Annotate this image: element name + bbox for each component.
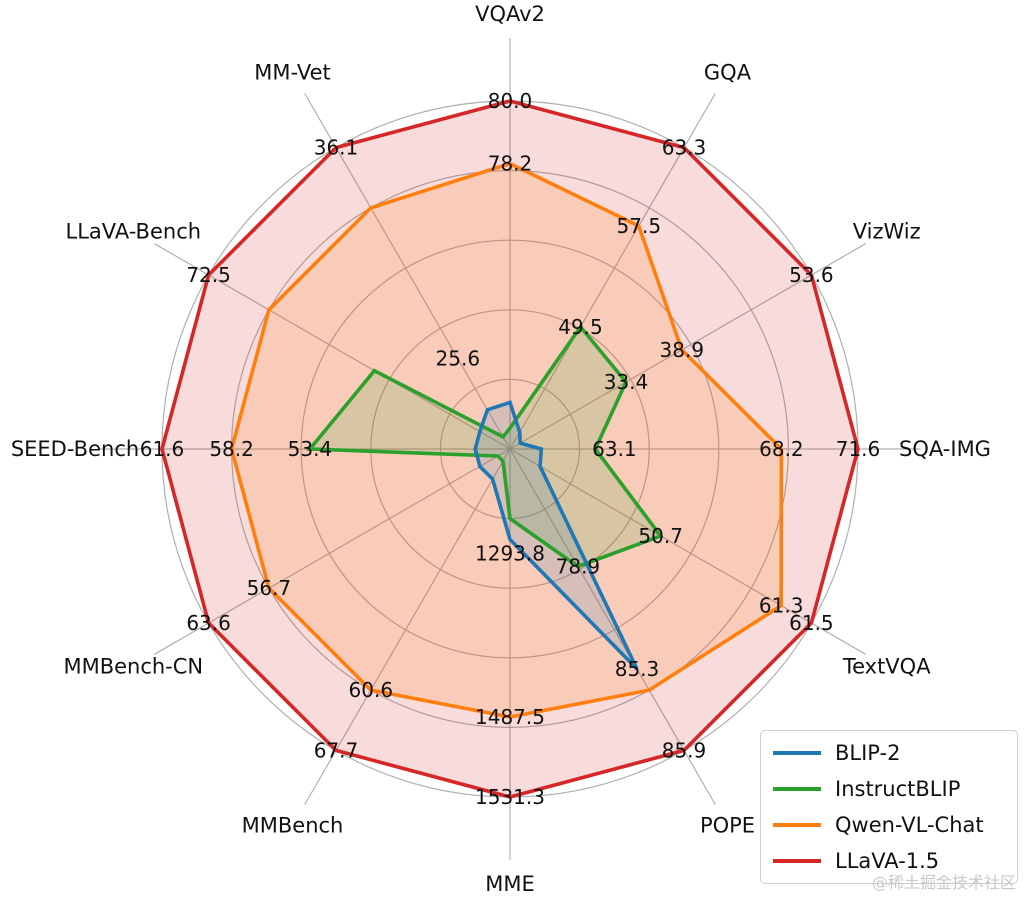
spoke-pope <box>509 448 716 805</box>
data-label-vizwiz-qwen-vl-chat: 38.9 <box>660 338 705 362</box>
data-label-pope-instructblip: 78.9 <box>556 555 601 579</box>
spoke-mm-vet <box>304 93 511 450</box>
data-label-vqav2-qwen-vl-chat: 78.2 <box>488 152 533 176</box>
data-label-textvqa-llava-1-5: 61.5 <box>789 611 834 635</box>
spoke-mmbench-cn <box>154 448 511 655</box>
data-label-textvqa-qwen-vl-chat: 61.3 <box>759 594 804 618</box>
data-label-seed-bench-llava-1-5: 61.6 <box>140 437 185 461</box>
data-label-llava-bench-llava-1-5: 72.5 <box>186 263 231 287</box>
axis-label-mm-vet: MM-Vet <box>254 60 330 84</box>
legend-item-llava-1-5: LLaVA-1.5 <box>767 843 1011 879</box>
axis-label-seed-bench: SEED-Bench <box>11 437 139 461</box>
data-label-seed-bench-instructblip: 53.4 <box>288 437 333 461</box>
data-label-gqa-llava-1-5: 63.3 <box>662 136 707 160</box>
data-label-vizwiz-instructblip: 33.4 <box>604 370 649 394</box>
axis-label-mmbench-cn: MMBench-CN <box>63 655 203 679</box>
data-label-vizwiz-llava-1-5: 53.6 <box>789 263 834 287</box>
data-label-sqa-img-llava-1-5: 71.6 <box>836 437 881 461</box>
legend-swatch-blip2 <box>773 751 821 755</box>
spoke-llava-bench <box>154 243 511 450</box>
series-fill-blip-2 <box>475 402 637 669</box>
series-line-blip-2 <box>473 400 639 671</box>
data-label-mm-vet-instructblip: 25.6 <box>436 347 481 371</box>
spoke-textvqa <box>509 448 866 655</box>
data-label-mm-vet-llava-1-5: 36.1 <box>314 136 359 160</box>
spoke-gqa <box>509 93 716 450</box>
series-line-llava-1-5 <box>160 99 860 799</box>
data-label-sqa-img-instructblip: 63.1 <box>592 437 637 461</box>
series-fill-qwen-vl-chat <box>231 163 782 718</box>
axis-label-llava-bench: LLaVA-Bench <box>66 220 202 244</box>
data-label-mmbench-cn-llava-1-5: 63.6 <box>186 611 231 635</box>
data-label-pope-blip-2: 85.3 <box>615 657 660 681</box>
axis-label-mme: MME <box>485 872 535 896</box>
data-label-sqa-img-qwen-vl-chat: 68.2 <box>759 437 804 461</box>
spoke-mmbench <box>304 448 511 805</box>
axis-label-gqa: GQA <box>704 60 752 84</box>
data-label-seed-bench-qwen-vl-chat: 58.2 <box>209 437 254 461</box>
axis-label-pope: POPE <box>700 814 755 838</box>
axis-label-mmbench: MMBench <box>242 814 344 838</box>
axis-label-vizwiz: VizWiz <box>853 220 921 244</box>
data-label-mme-llava-1-5: 1531.3 <box>475 785 545 809</box>
legend-label-instructblip: InstructBLIP <box>835 777 961 801</box>
spoke-vizwiz <box>509 243 866 450</box>
legend-swatch-qwen-vl-chat <box>773 823 821 827</box>
series-fill-llava-1-5 <box>162 101 858 797</box>
data-label-gqa-qwen-vl-chat: 57.5 <box>617 214 662 238</box>
series-fill-instructblip <box>309 326 661 567</box>
data-label-mme-blip-2: 1293.8 <box>475 541 545 565</box>
data-label-gqa-instructblip: 49.5 <box>558 315 603 339</box>
data-label-vqav2-llava-1-5: 80.0 <box>488 89 533 113</box>
series-line-instructblip <box>306 323 664 569</box>
axis-label-sqa-img: SQA-IMG <box>899 437 991 461</box>
watermark: @稀土掘金技术社区 <box>871 873 1016 892</box>
legend-item-blip2: BLIP-2 <box>767 735 1011 771</box>
data-label-mmbench-qwen-vl-chat: 60.6 <box>349 678 394 702</box>
legend-swatch-llava-1-5 <box>773 859 821 863</box>
legend-label-llava-1-5: LLaVA-1.5 <box>835 849 940 873</box>
series-line-qwen-vl-chat <box>229 161 784 719</box>
legend-label-blip2: BLIP-2 <box>835 741 901 765</box>
data-label-mmbench-cn-qwen-vl-chat: 56.7 <box>247 576 292 600</box>
legend-swatch-instructblip <box>773 787 821 791</box>
data-label-mme-qwen-vl-chat: 1487.5 <box>475 705 545 729</box>
legend-label-qwen-vl-chat: Qwen-VL-Chat <box>835 813 984 837</box>
axis-label-textvqa: TextVQA <box>842 655 931 679</box>
legend: BLIP-2 InstructBLIP Qwen-VL-Chat LLaVA-1… <box>760 730 1018 884</box>
data-label-textvqa-instructblip: 50.7 <box>638 524 683 548</box>
data-label-mmbench-llava-1-5: 67.7 <box>314 738 359 762</box>
legend-item-instructblip: InstructBLIP <box>767 771 1011 807</box>
legend-item-qwen-vl-chat: Qwen-VL-Chat <box>767 807 1011 843</box>
data-label-pope-llava-1-5: 85.9 <box>662 738 707 762</box>
axis-label-vqav2: VQAv2 <box>475 2 545 26</box>
